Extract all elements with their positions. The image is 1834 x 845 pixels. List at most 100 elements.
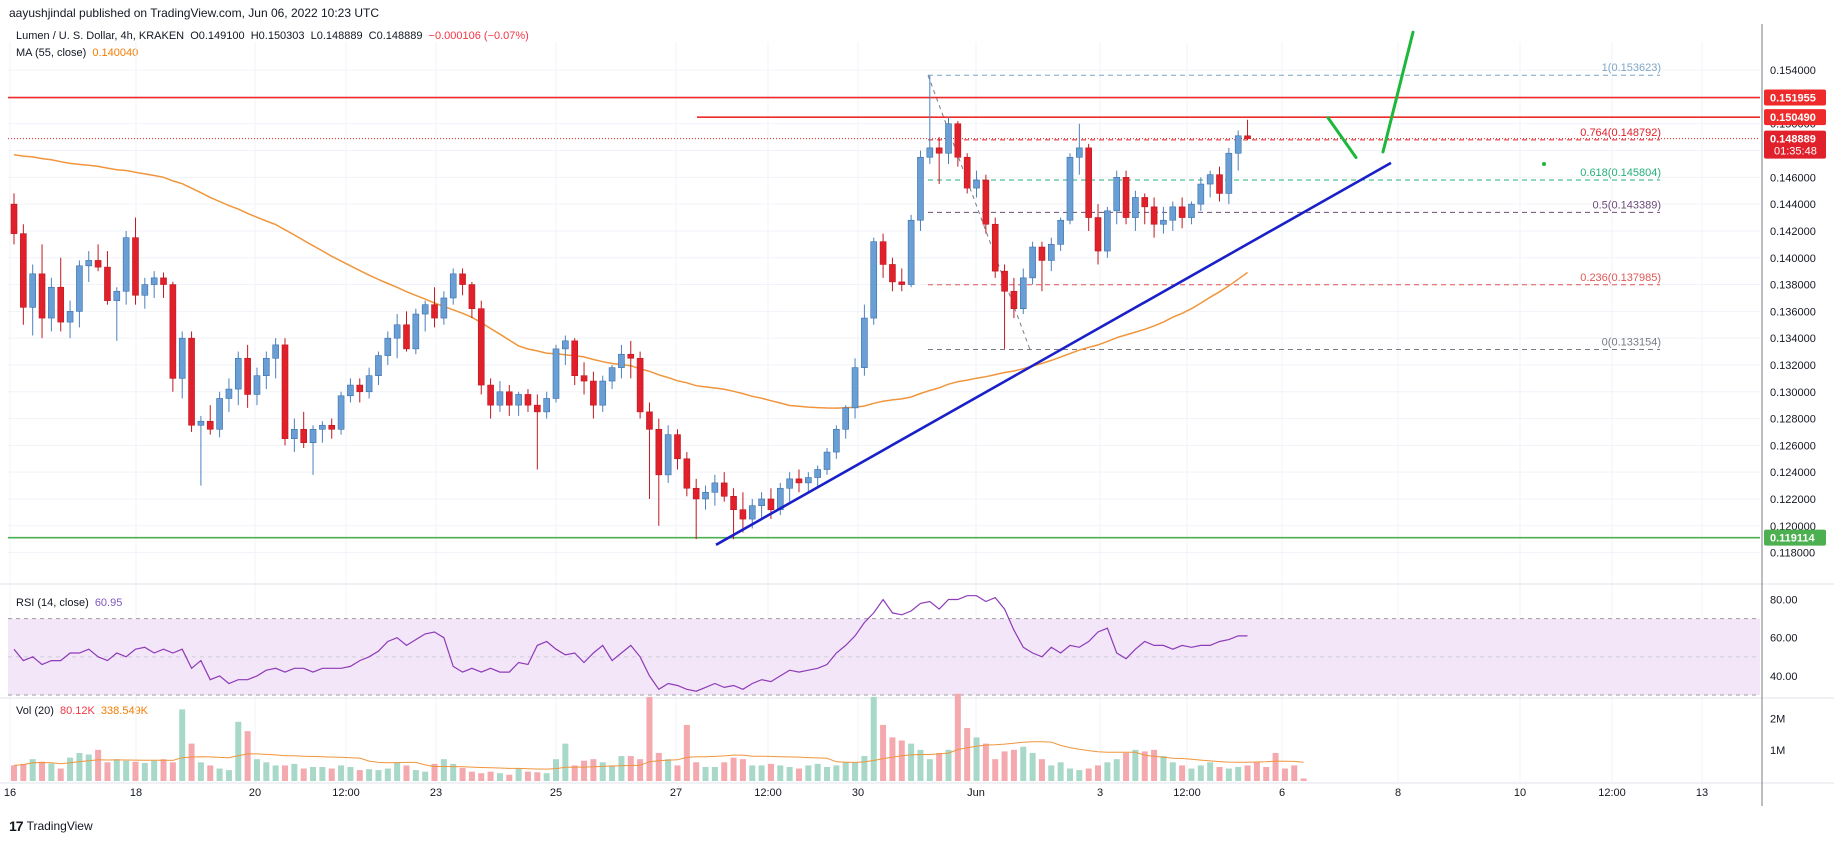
time-axis-tick: 10 — [1514, 787, 1526, 799]
candle-body — [664, 434, 672, 476]
volume-bar — [805, 765, 812, 781]
volume-bar — [310, 766, 317, 781]
candle-body — [384, 337, 392, 356]
candle-body — [449, 273, 457, 299]
volume-bar — [749, 765, 756, 781]
rsi-axis-tick: 40.00 — [1770, 671, 1798, 683]
volume-bar — [786, 766, 793, 781]
candle-body — [1001, 270, 1008, 292]
volume-bar — [431, 763, 438, 781]
volume-bar — [721, 762, 728, 781]
volume-bar — [1197, 765, 1204, 781]
volume-bar — [39, 761, 46, 781]
candle-body — [674, 434, 681, 460]
volume-bar — [954, 693, 961, 781]
candle-body — [898, 281, 906, 285]
volume-bar — [1253, 762, 1260, 781]
volume-bar — [1038, 759, 1045, 781]
price-label-text: 0.119114 — [1770, 533, 1816, 545]
candle-body — [907, 219, 915, 285]
candle-body — [636, 357, 644, 413]
price-axis-tick: 0.128000 — [1770, 414, 1816, 426]
volume-bar — [394, 762, 401, 781]
volume-bar — [1179, 765, 1186, 781]
volume-bar — [599, 762, 606, 781]
rsi-axis-tick: 60.00 — [1770, 633, 1798, 645]
candle-body — [814, 469, 821, 478]
footer-brand: TradingView — [26, 819, 93, 833]
volume-bar — [683, 724, 690, 781]
candle-body — [403, 324, 410, 350]
time-axis: 16 18 20 12:00 23 25 27 12:00 30 Jun 3 12:00 6 8 10 12:… — [4, 787, 1708, 799]
volume-bar — [646, 696, 653, 781]
volume-bar — [982, 743, 989, 781]
price-axis-tick: 0.132000 — [1770, 360, 1816, 372]
volume-bar — [1272, 752, 1279, 781]
candle-body — [300, 428, 307, 443]
candle-body — [328, 424, 336, 430]
rsi-value: 60.95 — [94, 597, 123, 609]
symbol-title: Lumen / U. S. Dollar, 4h, KRAKEN — [16, 30, 185, 42]
volume-bar — [403, 765, 410, 781]
candle-body — [1094, 217, 1102, 252]
volume-bar — [141, 762, 148, 781]
candles — [10, 75, 1251, 540]
candle-body — [1244, 135, 1251, 139]
candle-body — [870, 241, 878, 319]
volume-bar — [1076, 770, 1083, 781]
candle-body — [1113, 177, 1121, 212]
volume-bar — [553, 759, 560, 781]
volume-bar — [1291, 765, 1298, 781]
volume-bar — [225, 770, 232, 781]
candle-body — [132, 237, 139, 296]
candle-body — [234, 357, 242, 390]
rsi-line — [13, 595, 1248, 692]
volume-bar — [375, 770, 382, 781]
candle-body — [945, 123, 952, 154]
candle-body — [608, 367, 616, 382]
volume-bar — [253, 759, 260, 781]
fib-level-label: 0.5(0.143389) — [1593, 199, 1662, 211]
candle-body — [141, 284, 149, 296]
publish-caption: aayushjindal published on TradingView.co… — [9, 6, 380, 20]
time-axis-tick: 12:00 — [754, 787, 782, 799]
volume-bar — [1095, 765, 1102, 781]
volume-bar — [1216, 766, 1223, 781]
candle-body — [1141, 197, 1149, 208]
volume-bar — [674, 765, 681, 781]
fib-level-label: 1(0.153623) — [1602, 62, 1661, 74]
candle-body — [861, 317, 868, 368]
volume-bar — [496, 773, 503, 781]
time-axis-tick: Jun — [967, 787, 985, 799]
fib-level-label: 0(0.133154) — [1602, 336, 1661, 348]
candle-body — [954, 123, 962, 158]
volume-bar — [543, 773, 550, 781]
candle-body — [1178, 206, 1186, 218]
volume-bar — [235, 721, 242, 781]
volume-bar — [366, 769, 373, 781]
volume-bar — [861, 756, 868, 781]
candle-body — [711, 482, 719, 493]
volume-bar — [964, 728, 971, 781]
candle-body — [599, 380, 607, 406]
rsi-legend: RSI (14, close) 60.95 — [16, 597, 125, 609]
volume-bar — [1113, 759, 1120, 781]
candle-body — [1085, 147, 1092, 218]
candle-body — [795, 478, 803, 484]
volume-bar — [1300, 778, 1307, 781]
candle-body — [842, 407, 850, 430]
volume-bar — [282, 765, 289, 781]
volume-bar — [852, 762, 859, 781]
volume-bar — [870, 696, 877, 781]
volume-bar — [328, 768, 335, 781]
volume-bar — [440, 759, 447, 781]
volume-bar — [207, 765, 214, 781]
volume-bar — [29, 759, 36, 781]
candle-body — [739, 509, 747, 520]
volume-bar — [169, 762, 176, 781]
rsi-label: RSI (14, close) — [16, 597, 89, 609]
volume-axis-tick: 2M — [1770, 714, 1785, 726]
candle-body — [197, 420, 205, 426]
time-axis-tick: 3 — [1097, 787, 1103, 799]
